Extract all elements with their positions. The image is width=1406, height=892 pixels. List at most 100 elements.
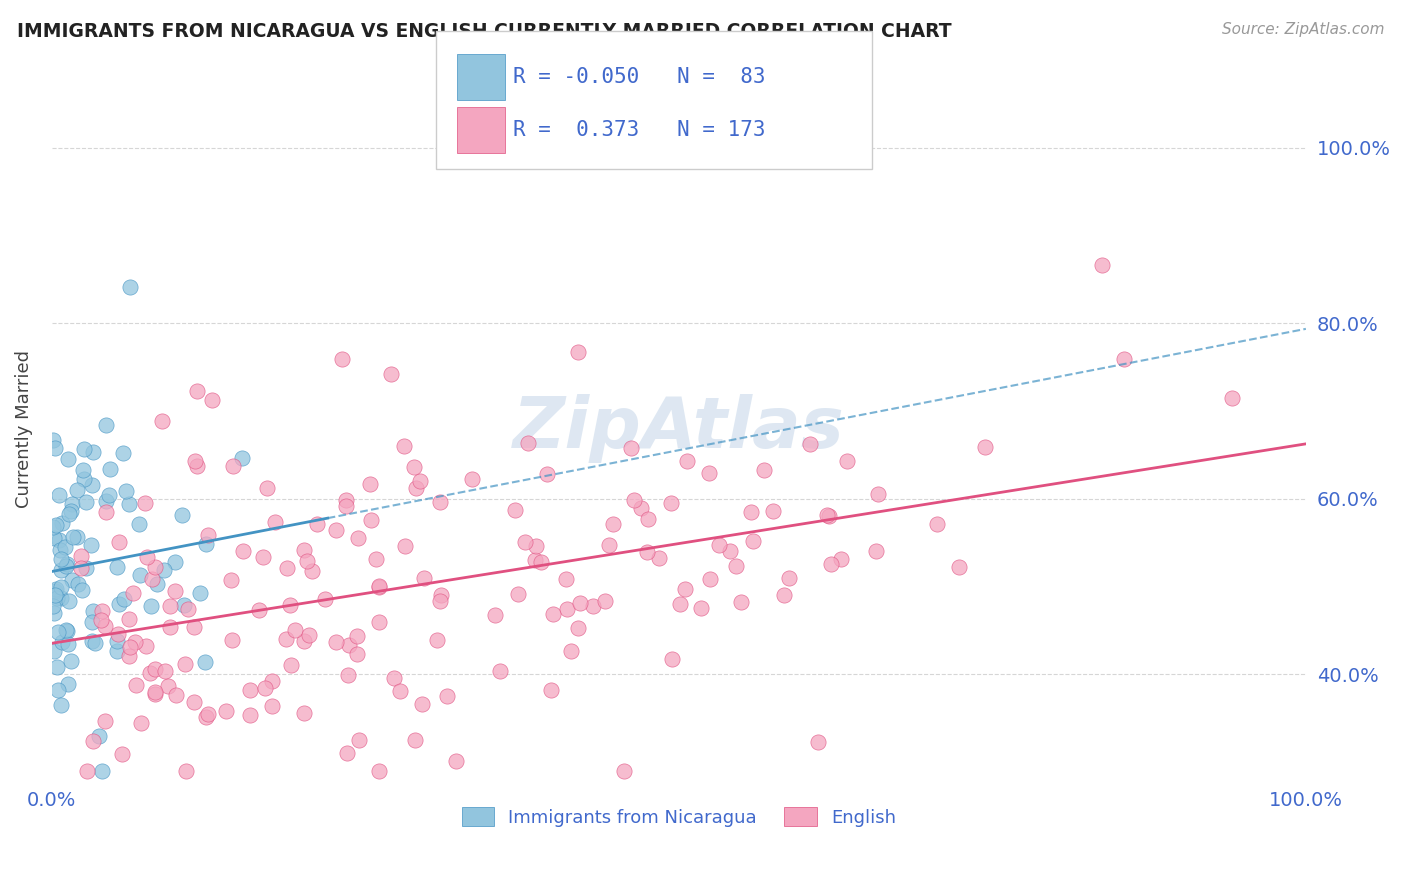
Point	[58, 507, 80, 521]
Point	[368, 764, 391, 778]
Point	[567, 344, 589, 359]
Point	[42, 520, 65, 534]
Point	[648, 550, 671, 565]
Legend: Immigrants from Nicaragua, English: Immigrants from Nicaragua, English	[454, 799, 903, 834]
Point	[460, 472, 482, 486]
Point	[111, 747, 134, 761]
Point	[174, 764, 197, 778]
Point	[80, 538, 103, 552]
Point	[346, 647, 368, 661]
Point	[131, 716, 153, 731]
Text: R =  0.373   N = 173: R = 0.373 N = 173	[513, 120, 766, 140]
Point	[517, 436, 540, 450]
Point	[865, 544, 887, 558]
Point	[513, 535, 536, 549]
Point	[253, 681, 276, 696]
Point	[45, 582, 67, 596]
Point	[676, 454, 699, 468]
Point	[172, 508, 194, 522]
Point	[125, 678, 148, 692]
Point	[673, 582, 696, 597]
Point	[360, 477, 382, 491]
Point	[188, 586, 211, 600]
Point	[669, 597, 692, 611]
Point	[314, 592, 336, 607]
Point	[388, 684, 411, 698]
Point	[740, 505, 762, 519]
Point	[392, 439, 415, 453]
Point	[48, 488, 70, 502]
Point	[55, 623, 77, 637]
Point	[524, 553, 547, 567]
Point	[51, 580, 73, 594]
Point	[404, 733, 426, 747]
Point	[60, 497, 83, 511]
Point	[799, 437, 821, 451]
Point	[411, 697, 433, 711]
Point	[292, 633, 315, 648]
Point	[134, 496, 156, 510]
Point	[503, 502, 526, 516]
Point	[76, 764, 98, 778]
Text: ZipAtlas: ZipAtlas	[513, 394, 845, 463]
Point	[118, 640, 141, 654]
Point	[139, 599, 162, 613]
Point	[295, 553, 318, 567]
Point	[98, 462, 121, 476]
Point	[44, 644, 66, 658]
Point	[837, 454, 859, 468]
Point	[143, 559, 166, 574]
Point	[508, 587, 530, 601]
Point	[183, 695, 205, 709]
Point	[555, 573, 578, 587]
Point	[56, 676, 79, 690]
Point	[598, 538, 620, 552]
Point	[948, 560, 970, 574]
Point	[582, 599, 605, 613]
Point	[90, 613, 112, 627]
Point	[98, 487, 121, 501]
Point	[820, 558, 842, 572]
Point	[325, 635, 347, 649]
Point	[305, 517, 328, 532]
Point	[65, 483, 87, 498]
Point	[540, 683, 562, 698]
Point	[762, 504, 785, 518]
Point	[60, 654, 83, 668]
Point	[186, 384, 208, 398]
Point	[436, 689, 458, 703]
Point	[118, 648, 141, 663]
Point	[56, 624, 79, 639]
Point	[112, 591, 135, 606]
Point	[219, 573, 242, 587]
Point	[292, 542, 315, 557]
Point	[276, 561, 298, 575]
Point	[80, 615, 103, 629]
Point	[347, 531, 370, 545]
Point	[347, 733, 370, 747]
Point	[111, 446, 134, 460]
Point	[46, 682, 69, 697]
Point	[247, 603, 270, 617]
Point	[637, 512, 659, 526]
Point	[69, 549, 91, 563]
Text: R = -0.050   N =  83: R = -0.050 N = 83	[513, 67, 766, 87]
Point	[48, 533, 70, 548]
Point	[150, 414, 173, 428]
Point	[974, 440, 997, 454]
Point	[107, 627, 129, 641]
Point	[105, 634, 128, 648]
Point	[636, 545, 658, 559]
Point	[560, 644, 582, 658]
Point	[129, 568, 152, 582]
Point	[122, 585, 145, 599]
Point	[51, 551, 73, 566]
Point	[426, 633, 449, 648]
Point	[301, 564, 323, 578]
Point	[613, 764, 636, 778]
Point	[752, 463, 775, 477]
Point	[690, 600, 713, 615]
Point	[336, 667, 359, 681]
Point	[1112, 352, 1135, 367]
Point	[368, 579, 391, 593]
